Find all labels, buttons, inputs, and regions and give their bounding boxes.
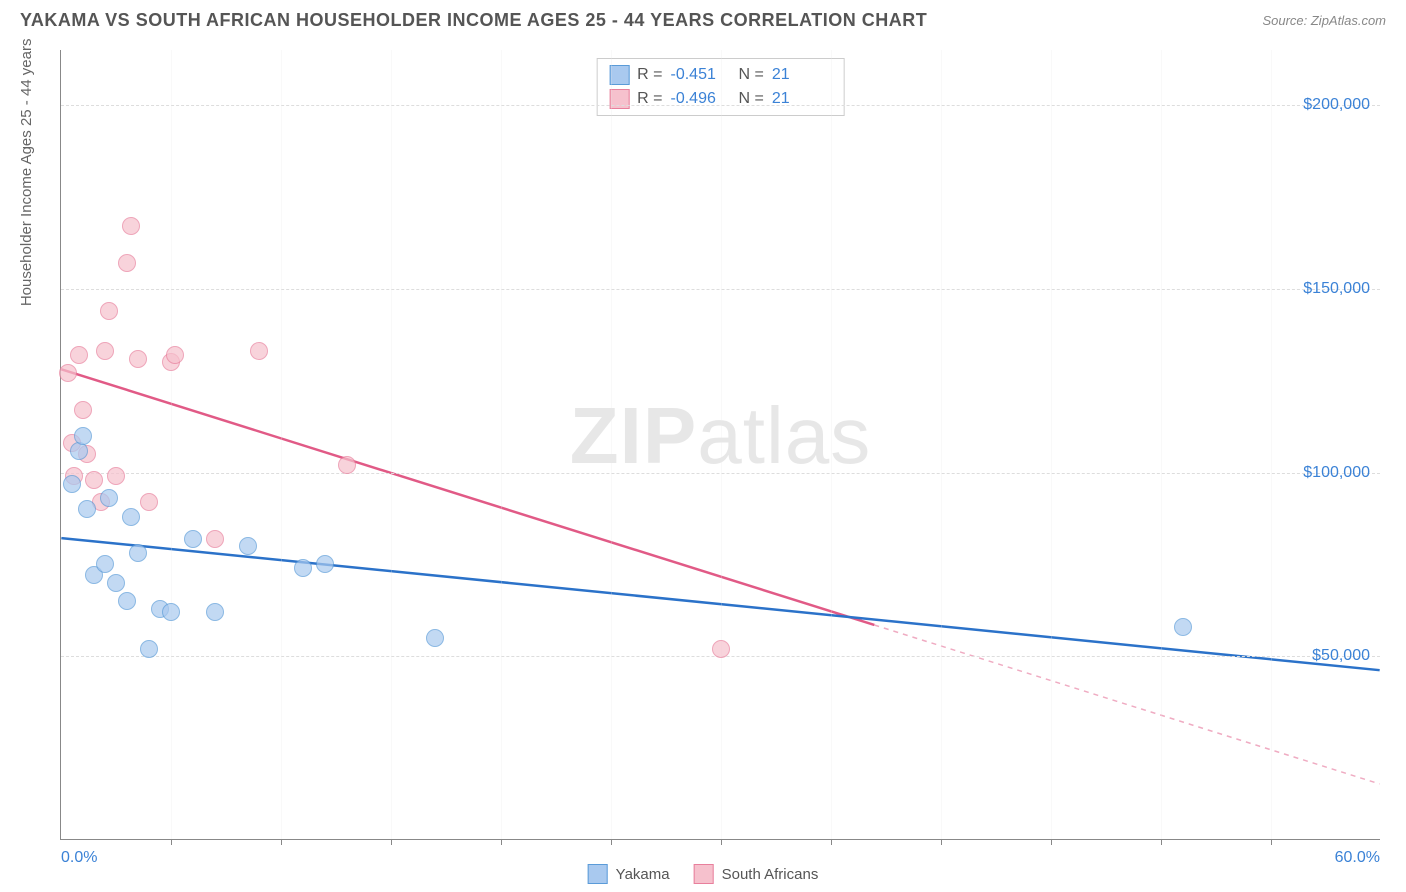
point-south-african (74, 401, 92, 419)
y-axis-title: Householder Income Ages 25 - 44 years (18, 39, 35, 307)
point-south-african (140, 493, 158, 511)
point-south-african (96, 342, 114, 360)
x-tick (171, 839, 172, 845)
regression-pink-dashed (874, 625, 1379, 784)
point-south-african (85, 471, 103, 489)
point-yakama (96, 555, 114, 573)
bottom-legend: Yakama South Africans (588, 864, 819, 884)
point-south-african (166, 346, 184, 364)
x-tick (941, 839, 942, 845)
gridline-v (281, 50, 282, 839)
point-yakama (122, 508, 140, 526)
chart-plot-area: ZIPatlas R = -0.451 N = 21 R = -0.496 N … (60, 50, 1380, 840)
regression-pink-solid (61, 369, 874, 625)
gridline-v (1161, 50, 1162, 839)
point-yakama (140, 640, 158, 658)
legend-item-south-africans: South Africans (694, 864, 819, 884)
point-yakama (118, 592, 136, 610)
point-south-african (118, 254, 136, 272)
x-tick-label-min: 0.0% (61, 849, 97, 867)
point-yakama (78, 500, 96, 518)
point-yakama (100, 489, 118, 507)
x-tick (721, 839, 722, 845)
gridline-v (1271, 50, 1272, 839)
x-tick (1161, 839, 1162, 845)
x-tick (1271, 839, 1272, 845)
chart-title: YAKAMA VS SOUTH AFRICAN HOUSEHOLDER INCO… (20, 10, 927, 31)
point-yakama (107, 574, 125, 592)
point-south-african (206, 530, 224, 548)
y-tick-label: $100,000 (1303, 464, 1370, 482)
point-yakama (294, 559, 312, 577)
gridline-v (831, 50, 832, 839)
gridline-v (721, 50, 722, 839)
gridline-v (1051, 50, 1052, 839)
point-south-african (250, 342, 268, 360)
point-yakama (316, 555, 334, 573)
swatch-blue (609, 65, 629, 85)
point-yakama (426, 629, 444, 647)
point-yakama (129, 544, 147, 562)
point-south-african (338, 456, 356, 474)
point-south-african (107, 467, 125, 485)
point-yakama (184, 530, 202, 548)
gridline-v (171, 50, 172, 839)
y-tick-label: $50,000 (1312, 647, 1370, 665)
point-yakama (162, 603, 180, 621)
y-tick-label: $150,000 (1303, 280, 1370, 298)
gridline-v (391, 50, 392, 839)
x-tick (391, 839, 392, 845)
y-tick-label: $200,000 (1303, 96, 1370, 114)
gridline-v (611, 50, 612, 839)
point-south-african (712, 640, 730, 658)
point-south-african (129, 350, 147, 368)
x-tick (281, 839, 282, 845)
source-label: Source: ZipAtlas.com (1262, 13, 1386, 28)
point-south-african (122, 217, 140, 235)
legend-item-yakama: Yakama (588, 864, 670, 884)
point-south-african (59, 364, 77, 382)
point-yakama (63, 475, 81, 493)
point-yakama (206, 603, 224, 621)
x-tick (501, 839, 502, 845)
gridline-v (941, 50, 942, 839)
point-yakama (239, 537, 257, 555)
point-yakama (1174, 618, 1192, 636)
gridline-v (501, 50, 502, 839)
x-tick (831, 839, 832, 845)
swatch-pink-icon (694, 864, 714, 884)
x-tick-label-max: 60.0% (1335, 849, 1380, 867)
x-tick (1051, 839, 1052, 845)
point-south-african (100, 302, 118, 320)
point-south-african (70, 346, 88, 364)
swatch-blue-icon (588, 864, 608, 884)
point-yakama (74, 427, 92, 445)
x-tick (611, 839, 612, 845)
